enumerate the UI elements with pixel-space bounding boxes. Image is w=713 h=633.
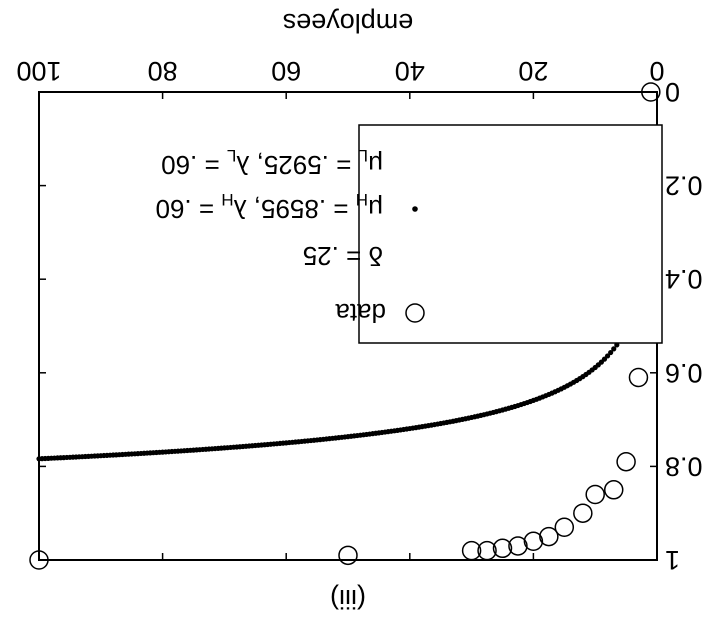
data-point	[539, 526, 559, 547]
x-tick-label: 60	[271, 56, 301, 86]
legend-lambda-l-subscript: L	[227, 146, 236, 165]
data-point	[508, 536, 528, 556]
legend-mu-h-label: μH = .8595, λH = .60	[156, 190, 383, 224]
legend-lambda-h-subscript: H	[221, 190, 233, 209]
data-point	[29, 550, 49, 570]
y-tick-labels: 0 0.2 0.4 0.6 0.8 1	[665, 77, 703, 575]
x-tick-label: 0	[649, 56, 664, 86]
x-tick-label: 100	[16, 56, 61, 86]
data-point	[641, 82, 661, 102]
data-point	[603, 480, 624, 500]
x-tick-label: 40	[395, 56, 425, 86]
legend-mu-l-value: = .5925, λ	[236, 150, 358, 180]
y-tick-label: 0.8	[665, 451, 703, 481]
x-tick-label: 20	[518, 56, 548, 86]
legend-mu-h-subscript: H	[356, 190, 368, 209]
data-point	[585, 484, 605, 505]
legend-lambda-h-value: = .60	[156, 194, 222, 224]
x-tick-label: 80	[148, 56, 178, 86]
y-tick-label: 0.2	[665, 171, 703, 201]
y-tick-label: 1	[665, 545, 680, 575]
legend-mu-h-symbol: μ	[368, 194, 383, 224]
y-tick-label: 0.4	[665, 264, 703, 294]
legend-data-label: data	[335, 298, 386, 328]
model-point	[611, 346, 617, 352]
data-point	[628, 367, 649, 388]
data-point	[616, 451, 636, 472]
x-tick-labels: 0 20 40 60 80 100	[16, 56, 664, 86]
panel-label: (iii)	[330, 584, 366, 614]
legend-data-marker	[405, 303, 425, 323]
data-point	[338, 545, 358, 566]
legend-mu-l-label: μL = .5925, λL = .60	[161, 146, 383, 180]
rotated-chart-group: 0 20 40 60 80 100 0 0.2 0.4 0.6 0.8 1 em…	[16, 8, 702, 614]
model-point	[36, 456, 42, 462]
legend-mu-h-value: = .8595, λ	[234, 194, 356, 224]
y-tick-label: 0	[665, 77, 680, 107]
legend-lambda-l-value: = .60	[161, 150, 227, 180]
data-point	[523, 531, 544, 552]
y-tick-label: 0.6	[665, 358, 703, 388]
legend: data δ = .25 μH = .8595, λH = .60 μL = .…	[156, 124, 663, 344]
data-point	[573, 503, 593, 523]
data-point	[461, 540, 482, 561]
legend-delta-label: δ = .25	[303, 241, 383, 271]
data-point	[554, 517, 575, 537]
legend-model-marker	[412, 206, 418, 212]
legend-mu-l-subscript: L	[359, 146, 368, 165]
legend-box	[358, 124, 663, 344]
model-point	[608, 349, 614, 356]
data-point	[477, 540, 497, 561]
x-axis-title: employees	[283, 8, 414, 38]
data-point	[492, 538, 513, 559]
data-series	[29, 82, 661, 570]
model-series	[36, 171, 660, 462]
legend-mu-l-symbol: μ	[368, 150, 383, 180]
